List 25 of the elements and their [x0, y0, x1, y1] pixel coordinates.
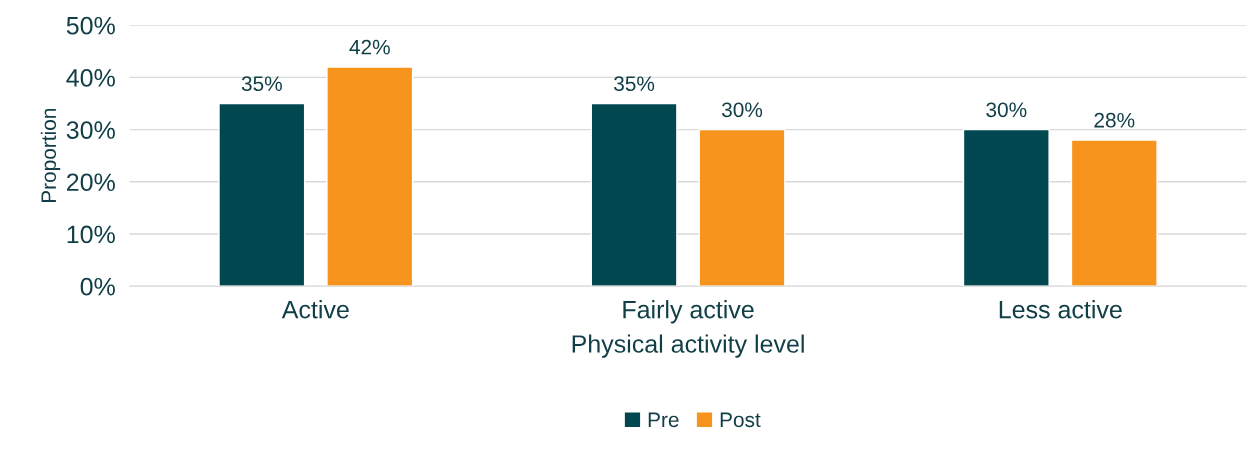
y-tick-label: 10% [67, 225, 115, 244]
data-label: 30% [721, 102, 763, 118]
y-axis-title: Proportion [40, 108, 61, 203]
data-label: 35% [614, 76, 655, 92]
legend-label: Post [720, 412, 761, 428]
bar [962, 128, 1050, 287]
bar [218, 102, 306, 287]
y-tick-label: 0% [80, 277, 115, 296]
y-tick-label: 20% [67, 173, 115, 192]
data-label: 35% [241, 76, 282, 92]
data-label: 30% [986, 102, 1027, 118]
data-label: 28% [1094, 112, 1135, 128]
bar [1070, 139, 1158, 287]
bar [698, 128, 786, 287]
y-tick-label: 40% [66, 69, 115, 87]
y-tick-label: 30% [66, 121, 115, 139]
legend-label: Pre [648, 412, 679, 428]
x-tick-label: Active [281, 300, 349, 319]
bar [326, 66, 414, 287]
x-tick-label: Less active [999, 300, 1122, 319]
x-axis-title: Physical activity level [572, 334, 804, 358]
bar [590, 102, 678, 287]
y-tick-label: 50% [66, 16, 115, 35]
x-tick-label: Fairly active [623, 300, 754, 324]
data-label: 42% [349, 39, 390, 55]
